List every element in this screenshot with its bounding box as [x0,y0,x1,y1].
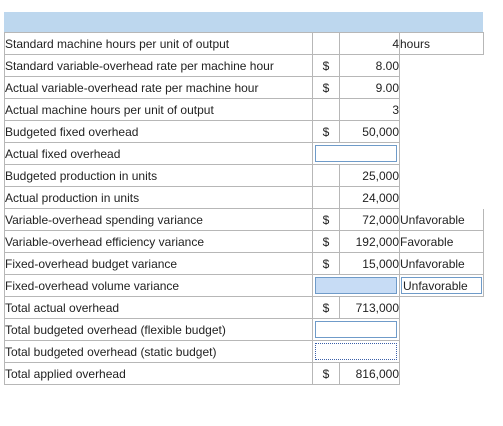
table-row: Budgeted production in units 25,000 [4,164,484,187]
table-row: Actual fixed overhead [4,142,484,165]
currency-symbol: $ [312,76,340,99]
currency-symbol: $ [312,252,340,275]
unit-cell [399,164,484,187]
value-cell: 192,000 [339,230,400,253]
table-row: Standard variable-overhead rate per mach… [4,54,484,77]
table-row: Standard machine hours per unit of outpu… [4,32,484,55]
table-row: Fixed-overhead volume variance Unfavorab… [4,274,484,297]
header-band [4,12,483,32]
currency-symbol [312,32,340,55]
unit-cell [399,76,484,99]
currency-symbol: $ [312,230,340,253]
volume-variance-type-input[interactable]: Unfavorable [401,277,482,294]
unit-cell: Favorable [399,230,484,253]
table-row: Actual variable-overhead rate per machin… [4,76,484,99]
table-row: Total applied overhead $ 816,000 [4,362,484,385]
currency-symbol: $ [312,208,340,231]
table-row: Actual machine hours per unit of output … [4,98,484,121]
currency-symbol: $ [312,120,340,143]
row-label: Actual machine hours per unit of output [4,98,313,121]
input-cell [312,318,400,341]
volume-variance-input[interactable] [315,277,397,294]
actual-fixed-overhead-input[interactable] [315,145,397,162]
table-row: Total actual overhead $ 713,000 [4,296,484,319]
value-cell: 8.00 [339,54,400,77]
unit-cell [399,120,484,143]
unit-cell [399,362,484,385]
row-label: Budgeted fixed overhead [4,120,313,143]
unit-cell [399,142,484,165]
static-budget-input[interactable] [315,343,397,360]
unit-input-cell: Unfavorable [399,274,484,297]
row-label: Fixed-overhead budget variance [4,252,313,275]
currency-symbol [312,98,340,121]
value-cell: 24,000 [339,186,400,209]
unit-cell [399,340,484,363]
input-cell [312,274,400,297]
unit-cell: hours [399,32,484,55]
value-cell: 3 [339,98,400,121]
row-label: Variable-overhead efficiency variance [4,230,313,253]
table-row: Variable-overhead spending variance $ 72… [4,208,484,231]
table-row: Total budgeted overhead (flexible budget… [4,318,484,341]
currency-symbol [312,164,340,187]
value-cell: 25,000 [339,164,400,187]
row-label: Actual production in units [4,186,313,209]
flexible-budget-input[interactable] [315,321,397,338]
currency-symbol: $ [312,54,340,77]
row-label: Variable-overhead spending variance [4,208,313,231]
value-cell: 72,000 [339,208,400,231]
row-label: Standard variable-overhead rate per mach… [4,54,313,77]
input-cell [312,340,400,363]
table-row: Total budgeted overhead (static budget) [4,340,484,363]
overhead-table: Standard machine hours per unit of outpu… [4,32,484,385]
value-cell: 4 [339,32,400,55]
row-label: Total actual overhead [4,296,313,319]
row-label: Total budgeted overhead (flexible budget… [4,318,313,341]
table-row: Budgeted fixed overhead $ 50,000 [4,120,484,143]
row-label: Standard machine hours per unit of outpu… [4,32,313,55]
unit-cell: Unfavorable [399,208,484,231]
unit-cell [399,98,484,121]
table-row: Fixed-overhead budget variance $ 15,000 … [4,252,484,275]
currency-symbol: $ [312,362,340,385]
unit-cell: Unfavorable [399,252,484,275]
value-cell: 50,000 [339,120,400,143]
unit-cell [399,186,484,209]
table-row: Actual production in units 24,000 [4,186,484,209]
unit-cell [399,54,484,77]
unit-cell [399,318,484,341]
row-label: Budgeted production in units [4,164,313,187]
row-label: Actual variable-overhead rate per machin… [4,76,313,99]
currency-symbol [312,186,340,209]
value-cell: 15,000 [339,252,400,275]
row-label: Total applied overhead [4,362,313,385]
input-cell [312,142,400,165]
value-cell: 9.00 [339,76,400,99]
value-cell: 713,000 [339,296,400,319]
row-label: Fixed-overhead volume variance [4,274,313,297]
row-label: Actual fixed overhead [4,142,313,165]
unit-cell [399,296,484,319]
currency-symbol: $ [312,296,340,319]
table-row: Variable-overhead efficiency variance $ … [4,230,484,253]
row-label: Total budgeted overhead (static budget) [4,340,313,363]
value-cell: 816,000 [339,362,400,385]
